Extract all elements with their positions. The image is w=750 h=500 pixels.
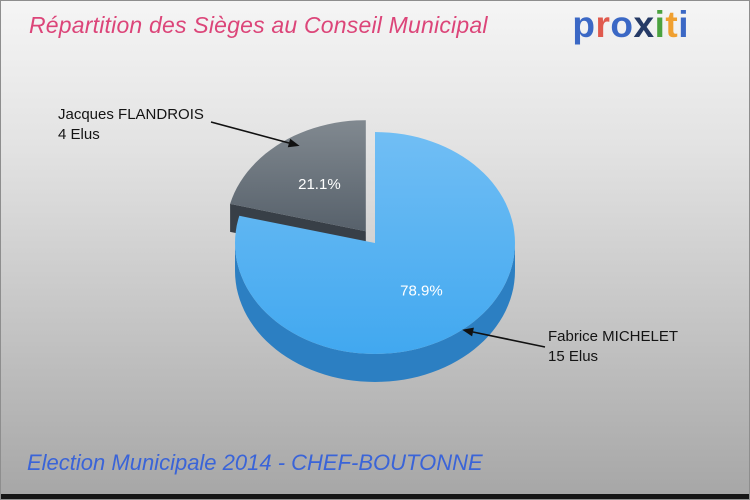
callout-left: Jacques FLANDROIS 4 Elus [58, 105, 204, 145]
logo-letter: i [678, 4, 689, 45]
logo-letter: x [633, 4, 655, 45]
proxiti-logo: proxiti [572, 4, 689, 46]
callout-right-name: Fabrice MICHELET [548, 328, 679, 345]
slice-pct-label-0: 78.9% [400, 282, 443, 299]
slice-pct-label-1: 21.1% [298, 176, 341, 193]
slice-top-0 [235, 132, 515, 354]
callout-right: Fabrice MICHELET 15 Elus [548, 327, 678, 367]
logo-letter: r [595, 4, 611, 45]
callout-right-value: 15 Elus [548, 348, 599, 365]
logo-letter: p [572, 4, 596, 45]
logo-letter: i [654, 4, 666, 45]
callout-left-name: Jacques FLANDROIS [58, 106, 204, 123]
logo-letter: o [610, 4, 634, 45]
callout-line-right [462, 327, 546, 348]
slice-side-0 [235, 243, 515, 382]
callout-left-value: 4 Elus [58, 126, 100, 143]
bottom-bar [1, 494, 749, 499]
slice-top-1 [230, 120, 366, 232]
footer-caption: Election Municipale 2014 - CHEF-BOUTONNE [27, 450, 483, 475]
logo-letter: t [665, 4, 679, 45]
callout-line-left [210, 121, 300, 148]
page-title: Répartition des Sièges au Conseil Munici… [29, 12, 488, 38]
